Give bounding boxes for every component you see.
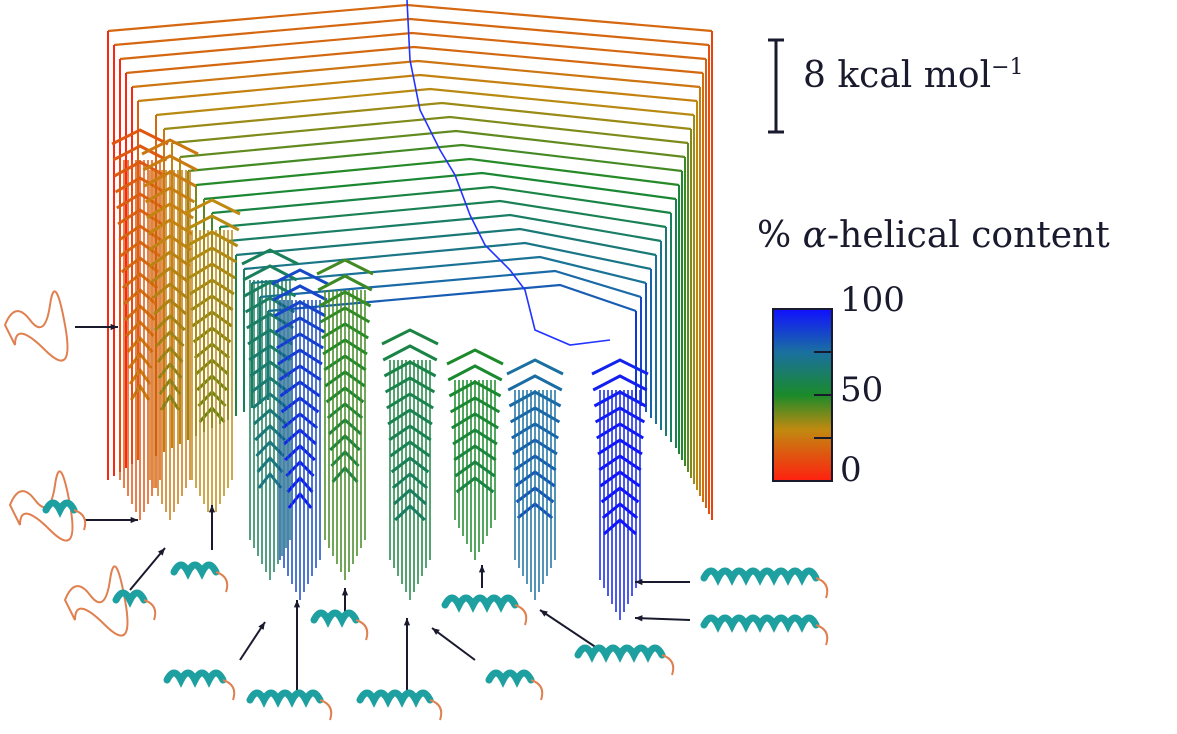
arrow-head [635, 615, 643, 622]
main-funnel-branch [113, 17, 710, 47]
sub-funnel-branch [183, 198, 241, 216]
main-funnel-branch [163, 101, 692, 131]
sub-funnel-branch [184, 214, 240, 232]
alpha-helix-structure [356, 689, 434, 708]
alpha-helix-structure [700, 614, 820, 633]
structure-arrow [431, 627, 476, 661]
main-funnel-branch [219, 199, 667, 229]
arrow-head [432, 628, 440, 635]
alpha-helix-structure [246, 689, 324, 708]
arrow-head [208, 505, 216, 513]
structure-arrow [539, 609, 601, 651]
alpha-helix-structure [485, 669, 535, 688]
arrow-head [130, 516, 138, 524]
sub-funnel-branch [446, 348, 504, 366]
colorbar-tick-50: 50 [840, 370, 884, 410]
alpha-helix-structure [700, 567, 820, 586]
helix-tail [222, 679, 236, 701]
random-coil-structure [3, 290, 69, 362]
alpha-helix-structure [441, 594, 519, 613]
helix-tail [73, 509, 87, 531]
random-coil-structure [63, 565, 129, 637]
sub-funnel-branch [381, 328, 439, 346]
main-funnel-branch [125, 45, 704, 75]
arrow-head [157, 548, 165, 556]
arrow-head [293, 600, 301, 608]
energy-scale-label: 8 kcal mol−1 [803, 55, 1024, 96]
colorbar-title: % α-helical content [757, 215, 1110, 256]
arrow-head [403, 618, 411, 626]
arrow-head [635, 578, 643, 586]
alpha-helix-structure [42, 499, 78, 518]
colorbar-tick-100: 100 [840, 280, 905, 320]
arrow-head [540, 610, 548, 617]
main-funnel-branch [155, 87, 695, 117]
main-funnel-branch [235, 227, 657, 257]
sub-funnel-branch [592, 374, 648, 392]
global-minimum-path [406, 0, 611, 346]
main-funnel-branch [227, 213, 662, 243]
alpha-helix-structure [574, 644, 666, 663]
colorbar-tick-0: 0 [840, 450, 862, 490]
helix-tail [319, 699, 333, 721]
sub-funnel-branch [271, 268, 329, 286]
sub-funnel-branch [591, 358, 649, 376]
main-funnel-branch [259, 269, 642, 299]
sub-funnel-branch [447, 364, 503, 382]
sub-funnel-branch [316, 258, 374, 276]
helix-tail [514, 604, 528, 626]
sub-funnel-branch [507, 374, 563, 392]
alpha-helix-structure [112, 589, 148, 608]
helix-tail [815, 577, 829, 599]
sub-funnel-branch [141, 138, 199, 156]
sub-funnel-branch [142, 154, 198, 172]
sub-funnel-branch [272, 284, 328, 302]
helix-tail [355, 619, 369, 641]
main-funnel-branch [187, 143, 683, 173]
helix-tail [530, 679, 544, 701]
sub-funnel-branch [506, 358, 564, 376]
helix-tail [143, 599, 157, 621]
main-funnel-branch [211, 185, 672, 215]
sub-funnel-branch [317, 274, 373, 292]
random-coil-structure [8, 470, 74, 542]
main-funnel-branch [171, 115, 689, 145]
helix-tail [429, 699, 443, 721]
main-funnel-branch [195, 157, 680, 187]
alpha-helix-structure [170, 561, 220, 580]
main-funnel-branch [131, 59, 701, 89]
sub-funnel-branch [241, 248, 299, 266]
main-funnel-branch [179, 129, 686, 159]
arrow-head [110, 323, 118, 331]
structure-arrow [634, 617, 691, 621]
main-funnel-branch [251, 255, 647, 285]
alpha-helix-structure [163, 669, 227, 688]
arrow-head [258, 622, 265, 630]
arrow-head [341, 588, 349, 596]
main-funnel-branch [137, 73, 698, 103]
structure-arrow [239, 621, 266, 661]
sub-funnel-branch [382, 344, 438, 362]
sub-funnel-branch [111, 128, 169, 146]
helix-tail [661, 654, 675, 676]
helix-tail [215, 571, 229, 593]
structure-arrow [129, 547, 166, 591]
main-funnel-branch [243, 241, 652, 271]
sub-funnel-branch [112, 144, 168, 162]
alpha-helix-structure [310, 609, 360, 628]
helix-tail [815, 624, 829, 646]
main-funnel-branch [203, 171, 677, 201]
main-funnel-branch [119, 31, 707, 61]
arrow-head [478, 565, 486, 573]
